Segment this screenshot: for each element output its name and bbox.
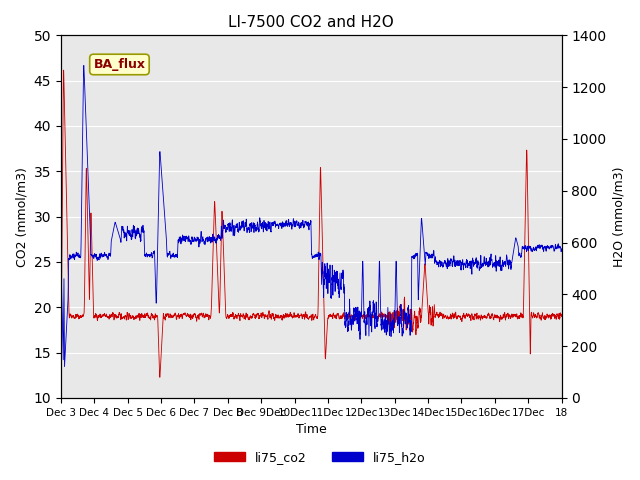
- li75_co2: [557, 312, 565, 318]
- Title: LI-7500 CO2 and H2O: LI-7500 CO2 and H2O: [228, 15, 394, 30]
- li75_co2: [197, 312, 205, 317]
- li75_h2o: [369, 313, 376, 319]
- li75_co2: [557, 313, 565, 319]
- li75_h2o: [557, 247, 565, 252]
- li75_h2o: [360, 310, 368, 315]
- X-axis label: Time: Time: [296, 423, 326, 436]
- li75_co2: [164, 313, 172, 319]
- li75_h2o: [197, 231, 205, 237]
- Y-axis label: H2O (mmol/m3): H2O (mmol/m3): [612, 167, 625, 267]
- li75_h2o: [557, 246, 565, 252]
- Line: li75_h2o: li75_h2o: [61, 65, 561, 367]
- Legend: li75_co2, li75_h2o: li75_co2, li75_h2o: [209, 446, 431, 469]
- li75_h2o: [511, 243, 518, 249]
- li75_h2o: [57, 257, 65, 263]
- li75_co2: [60, 67, 67, 73]
- Text: BA_flux: BA_flux: [93, 58, 145, 71]
- li75_co2: [369, 312, 376, 318]
- li75_h2o: [80, 62, 88, 68]
- li75_h2o: [164, 252, 172, 257]
- li75_co2: [360, 313, 368, 319]
- li75_co2: [511, 312, 518, 318]
- Y-axis label: CO2 (mmol/m3): CO2 (mmol/m3): [15, 167, 28, 266]
- li75_co2: [57, 312, 65, 318]
- Line: li75_co2: li75_co2: [61, 70, 561, 377]
- li75_h2o: [61, 364, 68, 370]
- li75_co2: [156, 374, 164, 380]
